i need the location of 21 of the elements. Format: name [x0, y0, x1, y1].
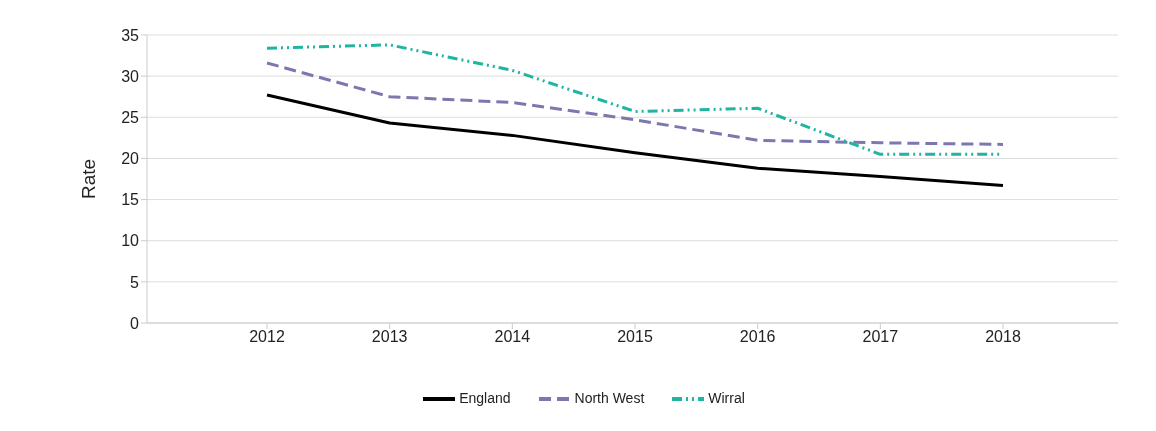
x-tick-label: 2013 — [371, 328, 408, 346]
x-tick-label: 2017 — [862, 328, 899, 346]
line-series — [265, 61, 1005, 146]
x-tick-label: 2014 — [494, 328, 531, 346]
y-tick-label: 35 — [121, 26, 140, 44]
legend-label: England — [459, 389, 511, 406]
legend-label: North West — [574, 389, 645, 406]
x-tick-label: 2016 — [739, 328, 776, 346]
y-tick-label: 20 — [121, 150, 140, 168]
y-tick-label: 25 — [121, 108, 140, 126]
y-tick-label: 10 — [121, 232, 140, 250]
x-tick-label: 2012 — [249, 328, 285, 346]
y-axis-title: Rate — [77, 158, 99, 200]
y-tick-label: 5 — [130, 273, 140, 291]
x-tick-label: 2018 — [985, 328, 1021, 346]
legend-label: Wirral — [708, 389, 745, 406]
line-series — [265, 93, 1005, 188]
x-tick-label: 2015 — [617, 328, 653, 346]
y-tick-label: 30 — [121, 67, 140, 85]
y-tick-label: 0 — [130, 314, 140, 332]
y-tick-label: 15 — [121, 191, 140, 209]
